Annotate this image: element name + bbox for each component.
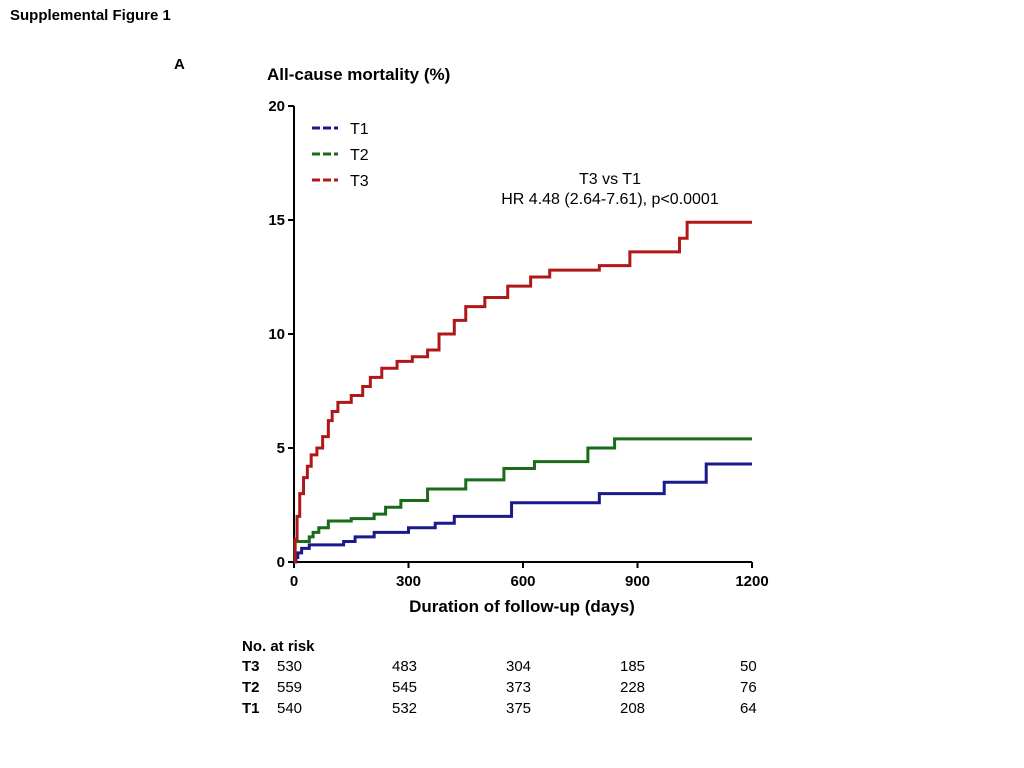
risk-count-cell: 50 bbox=[740, 658, 757, 675]
risk-count-cell: 530 bbox=[277, 658, 303, 675]
legend: T1 T2 T3 bbox=[312, 121, 369, 190]
risk-count-cell: 185 bbox=[620, 658, 646, 675]
y-tick-label: 10 bbox=[268, 326, 285, 343]
x-tick-label: 900 bbox=[625, 573, 650, 590]
axes: 0 5 10 15 20 0 300 600 900 1200 bbox=[268, 98, 768, 590]
y-tick-label: 15 bbox=[268, 212, 285, 229]
legend-label-t1: T1 bbox=[350, 121, 369, 138]
series-line-t3 bbox=[293, 220, 752, 564]
x-axis-label: Duration of follow-up (days) bbox=[409, 597, 635, 616]
chart-title: All-cause mortality (%) bbox=[267, 65, 450, 84]
risk-count-cell: 540 bbox=[277, 700, 303, 717]
risk-count-cell: 64 bbox=[740, 700, 757, 717]
risk-count-cell: 208 bbox=[620, 700, 646, 717]
risk-group-label: T1 bbox=[242, 700, 260, 717]
risk-count-cell: 532 bbox=[392, 700, 418, 717]
risk-group-label: T2 bbox=[242, 679, 260, 696]
series-line-t1 bbox=[294, 462, 752, 564]
y-tick-label: 0 bbox=[277, 554, 285, 571]
risk-count-cell: 228 bbox=[620, 679, 646, 696]
risk-count-cell: 375 bbox=[506, 700, 532, 717]
x-tick-label: 300 bbox=[396, 573, 421, 590]
risk-count-cell: 304 bbox=[506, 658, 532, 675]
y-tick-label: 5 bbox=[277, 440, 285, 457]
annotation-line-1: T3 vs T1 bbox=[579, 171, 641, 188]
series-line-t2 bbox=[293, 437, 752, 564]
risk-group-label: T3 bbox=[242, 658, 260, 675]
x-tick-label: 0 bbox=[290, 573, 298, 590]
risk-count-cell: 545 bbox=[392, 679, 418, 696]
legend-label-t3: T3 bbox=[350, 173, 369, 190]
legend-label-t2: T2 bbox=[350, 147, 369, 164]
risk-table-header: No. at risk bbox=[242, 638, 315, 655]
risk-count-cell: 483 bbox=[392, 658, 418, 675]
plot-lines bbox=[293, 220, 752, 564]
risk-count-cell: 559 bbox=[277, 679, 303, 696]
figure-title: Supplemental Figure 1 bbox=[10, 7, 171, 24]
panel-label: A bbox=[174, 56, 185, 73]
y-tick-label: 20 bbox=[268, 98, 285, 115]
risk-count-cell: 76 bbox=[740, 679, 757, 696]
x-tick-label: 600 bbox=[510, 573, 535, 590]
annotation-line-2: HR 4.48 (2.64-7.61), p<0.0001 bbox=[501, 191, 719, 208]
x-tick-label: 1200 bbox=[735, 573, 768, 590]
risk-count-cell: 373 bbox=[506, 679, 532, 696]
